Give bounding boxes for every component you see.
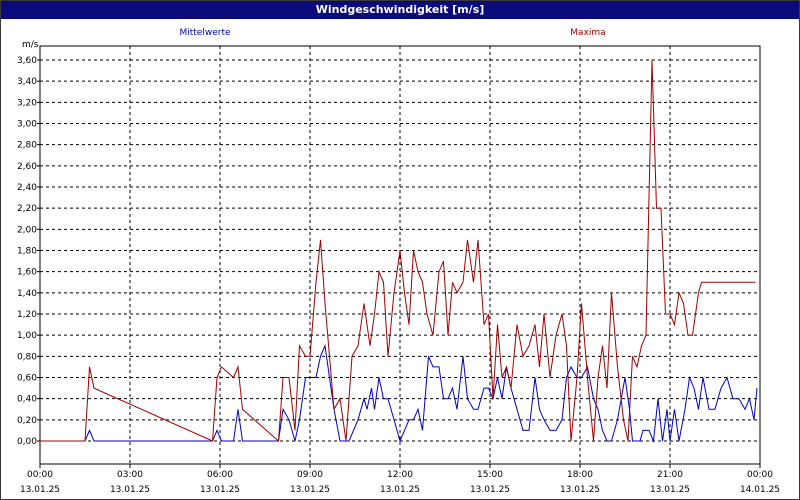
y-tick-label: 0,60: [17, 374, 37, 384]
x-tick-time-label: 00:00: [747, 470, 773, 480]
x-tick-date-label: 13.01.25: [470, 485, 510, 495]
y-tick-label: 2,40: [17, 183, 37, 193]
x-tick-time-label: 12:00: [387, 470, 413, 480]
y-tick-label: 3,20: [17, 98, 37, 108]
x-tick-time-label: 03:00: [117, 470, 143, 480]
y-tick-label: 0,20: [17, 416, 37, 426]
legend-mittelwerte: Mittelwerte: [179, 28, 230, 38]
x-tick-date-label: 13.01.25: [650, 485, 690, 495]
x-tick-time-label: 15:00: [477, 470, 503, 480]
y-tick-label: 1,60: [17, 268, 37, 278]
x-tick-date-label: 13.01.25: [20, 485, 60, 495]
y-tick-label: 1,40: [17, 289, 37, 299]
y-axis-label: m/s: [22, 40, 39, 50]
y-tick-label: 2,00: [17, 225, 37, 235]
x-tick-time-label: 00:00: [27, 470, 53, 480]
x-tick-date-label: 13.01.25: [380, 485, 420, 495]
y-tick-label: 2,20: [17, 204, 37, 214]
legend-maxima: Maxima: [570, 28, 605, 38]
series-line-maxima: [40, 59, 756, 443]
series-line-mittelwerte: [40, 343, 758, 443]
x-tick-date-label: 13.01.25: [200, 485, 240, 495]
x-tick-date-label: 13.01.25: [560, 485, 600, 495]
y-tick-label: 1,20: [17, 310, 37, 320]
y-tick-label: 3,40: [17, 77, 37, 87]
y-axis-ticks: 0,00 0,20 0,40 0,60 0,80 1,00 1,20 1,40 1,60 1,80…: [17, 56, 40, 447]
y-tick-label: 0,00: [17, 437, 37, 447]
y-tick-label: 0,40: [17, 395, 37, 405]
x-tick-time-label: 21:00: [657, 470, 683, 480]
x-tick-date-label: 13.01.25: [290, 485, 330, 495]
y-tick-label: 1,80: [17, 247, 37, 257]
y-tick-label: 0,80: [17, 352, 37, 362]
x-tick-time-label: 06:00: [207, 470, 233, 480]
y-tick-label: 3,60: [17, 56, 37, 66]
x-tick-date-label: 14.01.25: [740, 485, 780, 495]
x-axis-ticks: 00:00 13.01.25 03:00 13.01.25 06:00 13.01.25 0…: [20, 464, 780, 495]
x-tick-date-label: 13.01.25: [110, 485, 150, 495]
x-tick-time-label: 18:00: [567, 470, 593, 480]
y-tick-label: 1,00: [17, 331, 37, 341]
x-tick-time-label: 09:00: [297, 470, 323, 480]
series-group: [40, 59, 758, 443]
window-title: Windgeschwindigkeit [m/s]: [1, 1, 799, 19]
y-tick-label: 2,60: [17, 162, 37, 172]
y-tick-label: 2,80: [17, 141, 37, 151]
y-tick-label: 3,00: [17, 120, 37, 130]
